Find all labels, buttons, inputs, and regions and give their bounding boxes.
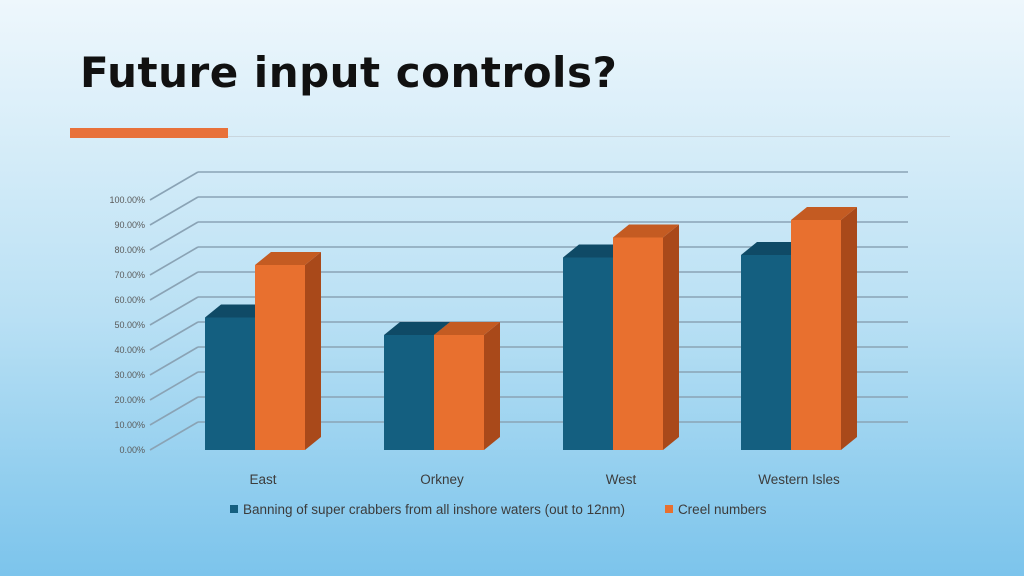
bar-creel-numbers-orkney [434, 322, 500, 450]
bar-creel-numbers-western-isles [791, 207, 857, 450]
y-tick-label: 30.00% [114, 370, 145, 380]
bar-front [563, 257, 613, 450]
bar-top [563, 244, 629, 258]
bar-front [384, 335, 434, 450]
gridline-side-7 [149, 246, 199, 276]
y-tick-label: 90.00% [114, 220, 145, 230]
gridline-side-4 [149, 321, 199, 351]
slide-title: Future input controls? [80, 48, 618, 97]
bar-side [305, 252, 321, 450]
y-tick-label: 50.00% [114, 320, 145, 330]
x-tick-label-west: West [606, 472, 637, 487]
bar-front [613, 237, 663, 450]
y-tick-label: 10.00% [114, 420, 145, 430]
bar-front [255, 265, 305, 450]
x-tick-label-orkney: Orkney [420, 472, 464, 487]
legend-label-creel-numbers: Creel numbers [677, 501, 767, 517]
y-tick-label: 40.00% [114, 345, 145, 355]
gridline-side-0 [149, 421, 199, 451]
y-tick-label: 20.00% [114, 395, 145, 405]
y-tick-label: 100.00% [109, 195, 145, 205]
y-axis-tick-labels: 0.00% 10.00% 20.00% 30.00% 40.00% 50.00% 60.00… [109, 195, 145, 455]
legend-item-creel-numbers: Creel numbers [664, 501, 767, 517]
bar-front [205, 317, 255, 450]
gridline-side-10 [149, 171, 199, 201]
bar-top [255, 252, 321, 265]
gridline-side-9 [149, 196, 199, 226]
legend-swatch-super-crabbers [230, 505, 238, 513]
legend-swatch-creel-numbers [664, 505, 673, 513]
bar-side [663, 224, 679, 450]
bar-side [484, 322, 500, 450]
bar-creel-numbers-west [613, 224, 679, 450]
y-tick-label: 70.00% [114, 270, 145, 280]
x-tick-label-east: East [249, 472, 276, 487]
chart-legend: Banning of super crabbers from all insho… [230, 500, 766, 518]
x-axis-tick-labels: East Orkney West Western Isles [249, 472, 840, 487]
bar-top [741, 242, 807, 255]
gridline-side-1 [149, 396, 199, 426]
gridline-side-5 [149, 296, 199, 326]
gridline-side-2 [149, 371, 199, 401]
bar-front [434, 335, 484, 450]
gridline-side-8 [149, 221, 199, 251]
legend-label-super-crabbers: Banning of super crabbers from all insho… [243, 501, 625, 517]
bar-top [791, 207, 857, 220]
bar-creel-numbers-east [255, 252, 321, 450]
gridline-side-3 [149, 346, 199, 376]
bar-top [384, 322, 450, 335]
gridline-side-6 [149, 271, 199, 301]
y-tick-label: 80.00% [114, 245, 145, 255]
bar-top [434, 322, 500, 335]
legend-item-super-crabbers: Banning of super crabbers from all insho… [230, 502, 625, 517]
bar-side [841, 207, 857, 450]
bar-front [791, 220, 841, 450]
title-divider [228, 136, 950, 137]
bar-front [741, 255, 791, 450]
y-tick-label: 60.00% [114, 295, 145, 305]
y-tick-label: 0.00% [119, 445, 145, 455]
title-accent-bar [70, 128, 228, 138]
bar-top [613, 224, 679, 238]
bar-top [205, 304, 271, 318]
x-tick-label-western-isles: Western Isles [758, 472, 840, 487]
chart-bars [205, 207, 857, 450]
